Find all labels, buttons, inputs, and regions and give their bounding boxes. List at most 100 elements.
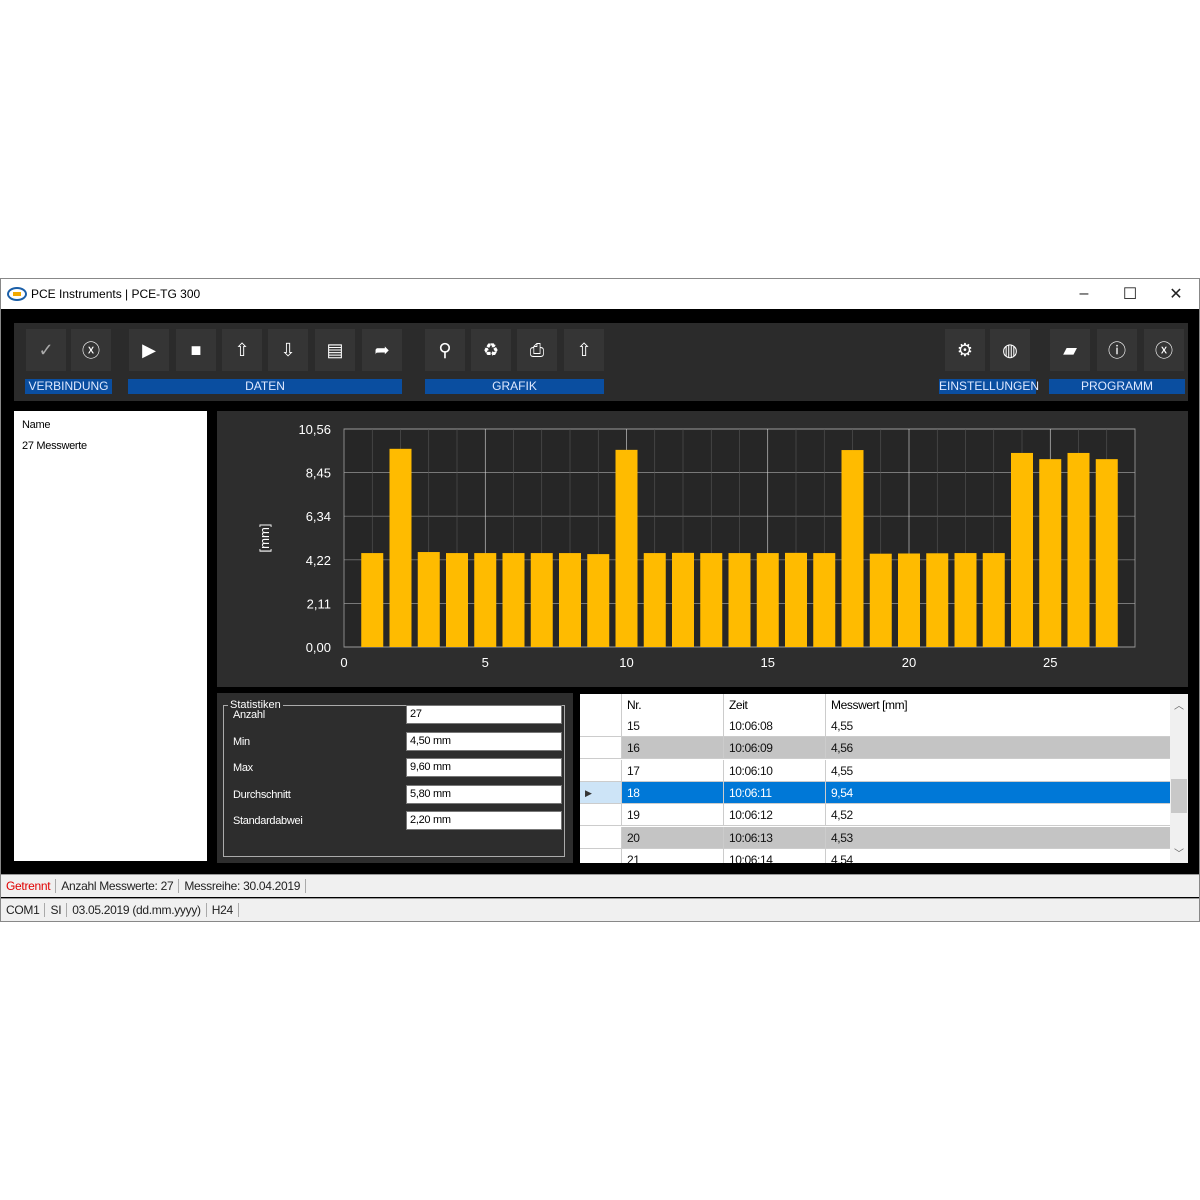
cell-zeit: 10:06:08 (723, 715, 825, 736)
exit-button[interactable]: ⓧ (1144, 329, 1184, 371)
disconnect-icon: ⓧ (82, 341, 100, 361)
bar (869, 553, 892, 647)
table-row[interactable]: 17 10:06:10 4,55 (580, 759, 1170, 782)
bar (813, 553, 836, 647)
maximize-button[interactable]: ☐ (1122, 286, 1138, 303)
window-title: PCE Instruments | PCE-TG 300 (31, 287, 201, 301)
minimize-button[interactable]: – (1079, 285, 1089, 302)
save-file-icon: ⇩ (280, 339, 296, 360)
cell-zeit: 10:06:14 (723, 848, 825, 863)
app-window: PCE Instruments | PCE-TG 300 – ☐ ✕ VERBI… (0, 278, 1200, 922)
bar (756, 553, 779, 647)
cell-nr: 19 (621, 804, 723, 826)
table-row[interactable]: 21 10:06:14 4,54 (580, 848, 1170, 863)
list-item[interactable]: 27 Messwerte (22, 440, 87, 452)
print-button[interactable]: ⎙ (517, 329, 557, 371)
cell-messwert: 4,55 (825, 715, 1170, 736)
app-logo-icon (7, 287, 27, 301)
connection-status: Getrennt (1, 879, 57, 893)
cell-messwert: 9,54 (825, 781, 1170, 803)
load-file-button[interactable]: ⇧ (222, 329, 262, 371)
cell-nr: 17 (621, 759, 723, 781)
table-row[interactable]: 20 10:06:13 4,53 (580, 826, 1170, 849)
table-row[interactable]: ▶ 18 10:06:11 9,54 (580, 781, 1170, 804)
y-tick-label: 8,45 (306, 466, 331, 481)
scroll-thumb[interactable] (1171, 779, 1187, 813)
export-graphic-button[interactable]: ⇧ (564, 329, 604, 371)
bar (587, 554, 610, 647)
group-grafik: GRAFIK (425, 379, 604, 394)
group-programm: PROGRAMM (1049, 379, 1185, 394)
zoom-icon: ⚲ (438, 339, 452, 360)
zoom-button[interactable]: ⚲ (425, 329, 465, 371)
y-tick-label: 0,00 (306, 640, 331, 655)
bar (530, 553, 553, 647)
col-nr[interactable]: Nr. (621, 694, 723, 715)
stat-value-field[interactable]: 9,60 mm (406, 758, 562, 777)
table-row[interactable]: 15 10:06:08 4,55 (580, 715, 1170, 737)
bar (559, 553, 581, 647)
measurement-table: Nr. Zeit Messwert [mm] ︿ ﹀ 15 10:06:08 4,5… (580, 694, 1188, 863)
export-graphic-icon: ⇧ (576, 339, 592, 360)
x-tick-label: 15 (761, 655, 775, 670)
unit-system: SI (45, 903, 68, 917)
group-einstellungen: EINSTELLUNGEN (939, 379, 1040, 394)
series-date: Messreihe: 30.04.2019 (179, 879, 307, 893)
y-tick-label: 4,22 (306, 553, 331, 568)
info-icon: ⓘ (1108, 341, 1126, 361)
bar (1011, 452, 1033, 647)
stat-value-field[interactable]: 27 (406, 705, 562, 724)
gear-button[interactable]: ⚙ (945, 329, 985, 371)
load-file-icon: ⇧ (234, 339, 250, 360)
cell-zeit: 10:06:13 (723, 826, 825, 848)
col-messwert[interactable]: Messwert [mm] (825, 694, 1170, 715)
table-scrollbar[interactable]: ︿ ﹀ (1170, 694, 1188, 863)
print-icon: ⎙ (529, 339, 545, 360)
recycle-button[interactable]: ♻ (471, 329, 511, 371)
report-export-icon: ➦ (374, 339, 390, 360)
exit-icon: ⓧ (1155, 341, 1173, 361)
cell-zeit: 10:06:09 (723, 737, 825, 759)
bar (417, 552, 440, 647)
row-indicator (580, 804, 621, 826)
toolbar: VERBINDUNG DATEN GRAFIK EINSTELLUNGEN PR… (14, 323, 1188, 401)
y-axis-label: [mm] (257, 524, 272, 553)
x-tick-label: 0 (340, 655, 347, 670)
cell-zeit: 10:06:11 (723, 781, 825, 803)
table-row[interactable]: 16 10:06:09 4,56 (580, 737, 1170, 760)
excel-export-button[interactable]: ▤ (315, 329, 355, 371)
stop-button[interactable]: ■ (176, 329, 216, 371)
disconnect-button[interactable]: ⓧ (71, 329, 111, 371)
bar (728, 553, 751, 647)
manual-book-button[interactable]: ▰ (1050, 329, 1090, 371)
close-button[interactable]: ✕ (1169, 286, 1183, 303)
x-tick-label: 5 (482, 655, 489, 670)
y-tick-label: 2,11 (307, 596, 331, 611)
check-circle-button[interactable]: ✓ (26, 329, 66, 371)
cell-messwert: 4,52 (825, 804, 1170, 826)
stat-value-field[interactable]: 5,80 mm (406, 784, 562, 804)
col-zeit[interactable]: Zeit (723, 694, 825, 715)
row-indicator (580, 715, 621, 736)
chart-panel: 0,00 2,11 4,22 6,34 8,45 10,56 0 5 10 15 20 25 [mm] (217, 411, 1188, 687)
save-file-button[interactable]: ⇩ (268, 329, 308, 371)
measurement-count: Anzahl Messwerte: 27 (56, 879, 180, 893)
report-export-button[interactable]: ➦ (362, 329, 402, 371)
bar (474, 553, 497, 647)
status-bar-2: COM1 SI 03.05.2019 (dd.mm.yyyy) H24 (1, 898, 1199, 921)
row-indicator (580, 826, 621, 848)
bar-chart: 0,00 2,11 4,22 6,34 8,45 10,56 0 5 10 15 20 25 [mm] (257, 422, 1136, 670)
table-row[interactable]: 19 10:06:12 4,52 (580, 804, 1170, 827)
excel-export-icon: ▤ (326, 339, 344, 360)
globe-icon: ◍ (1002, 339, 1018, 360)
stat-value-field[interactable]: 2,20 mm (406, 811, 562, 830)
bar (841, 450, 864, 647)
row-indicator: ▶ (580, 781, 621, 803)
bar (982, 553, 1005, 647)
info-button[interactable]: ⓘ (1097, 329, 1137, 371)
series-list: Name 27 Messwerte (14, 411, 207, 861)
globe-button[interactable]: ◍ (990, 329, 1030, 371)
cell-messwert: 4,53 (825, 826, 1170, 848)
play-button[interactable]: ▶ (129, 329, 169, 371)
stat-value-field[interactable]: 4,50 mm (406, 731, 562, 751)
